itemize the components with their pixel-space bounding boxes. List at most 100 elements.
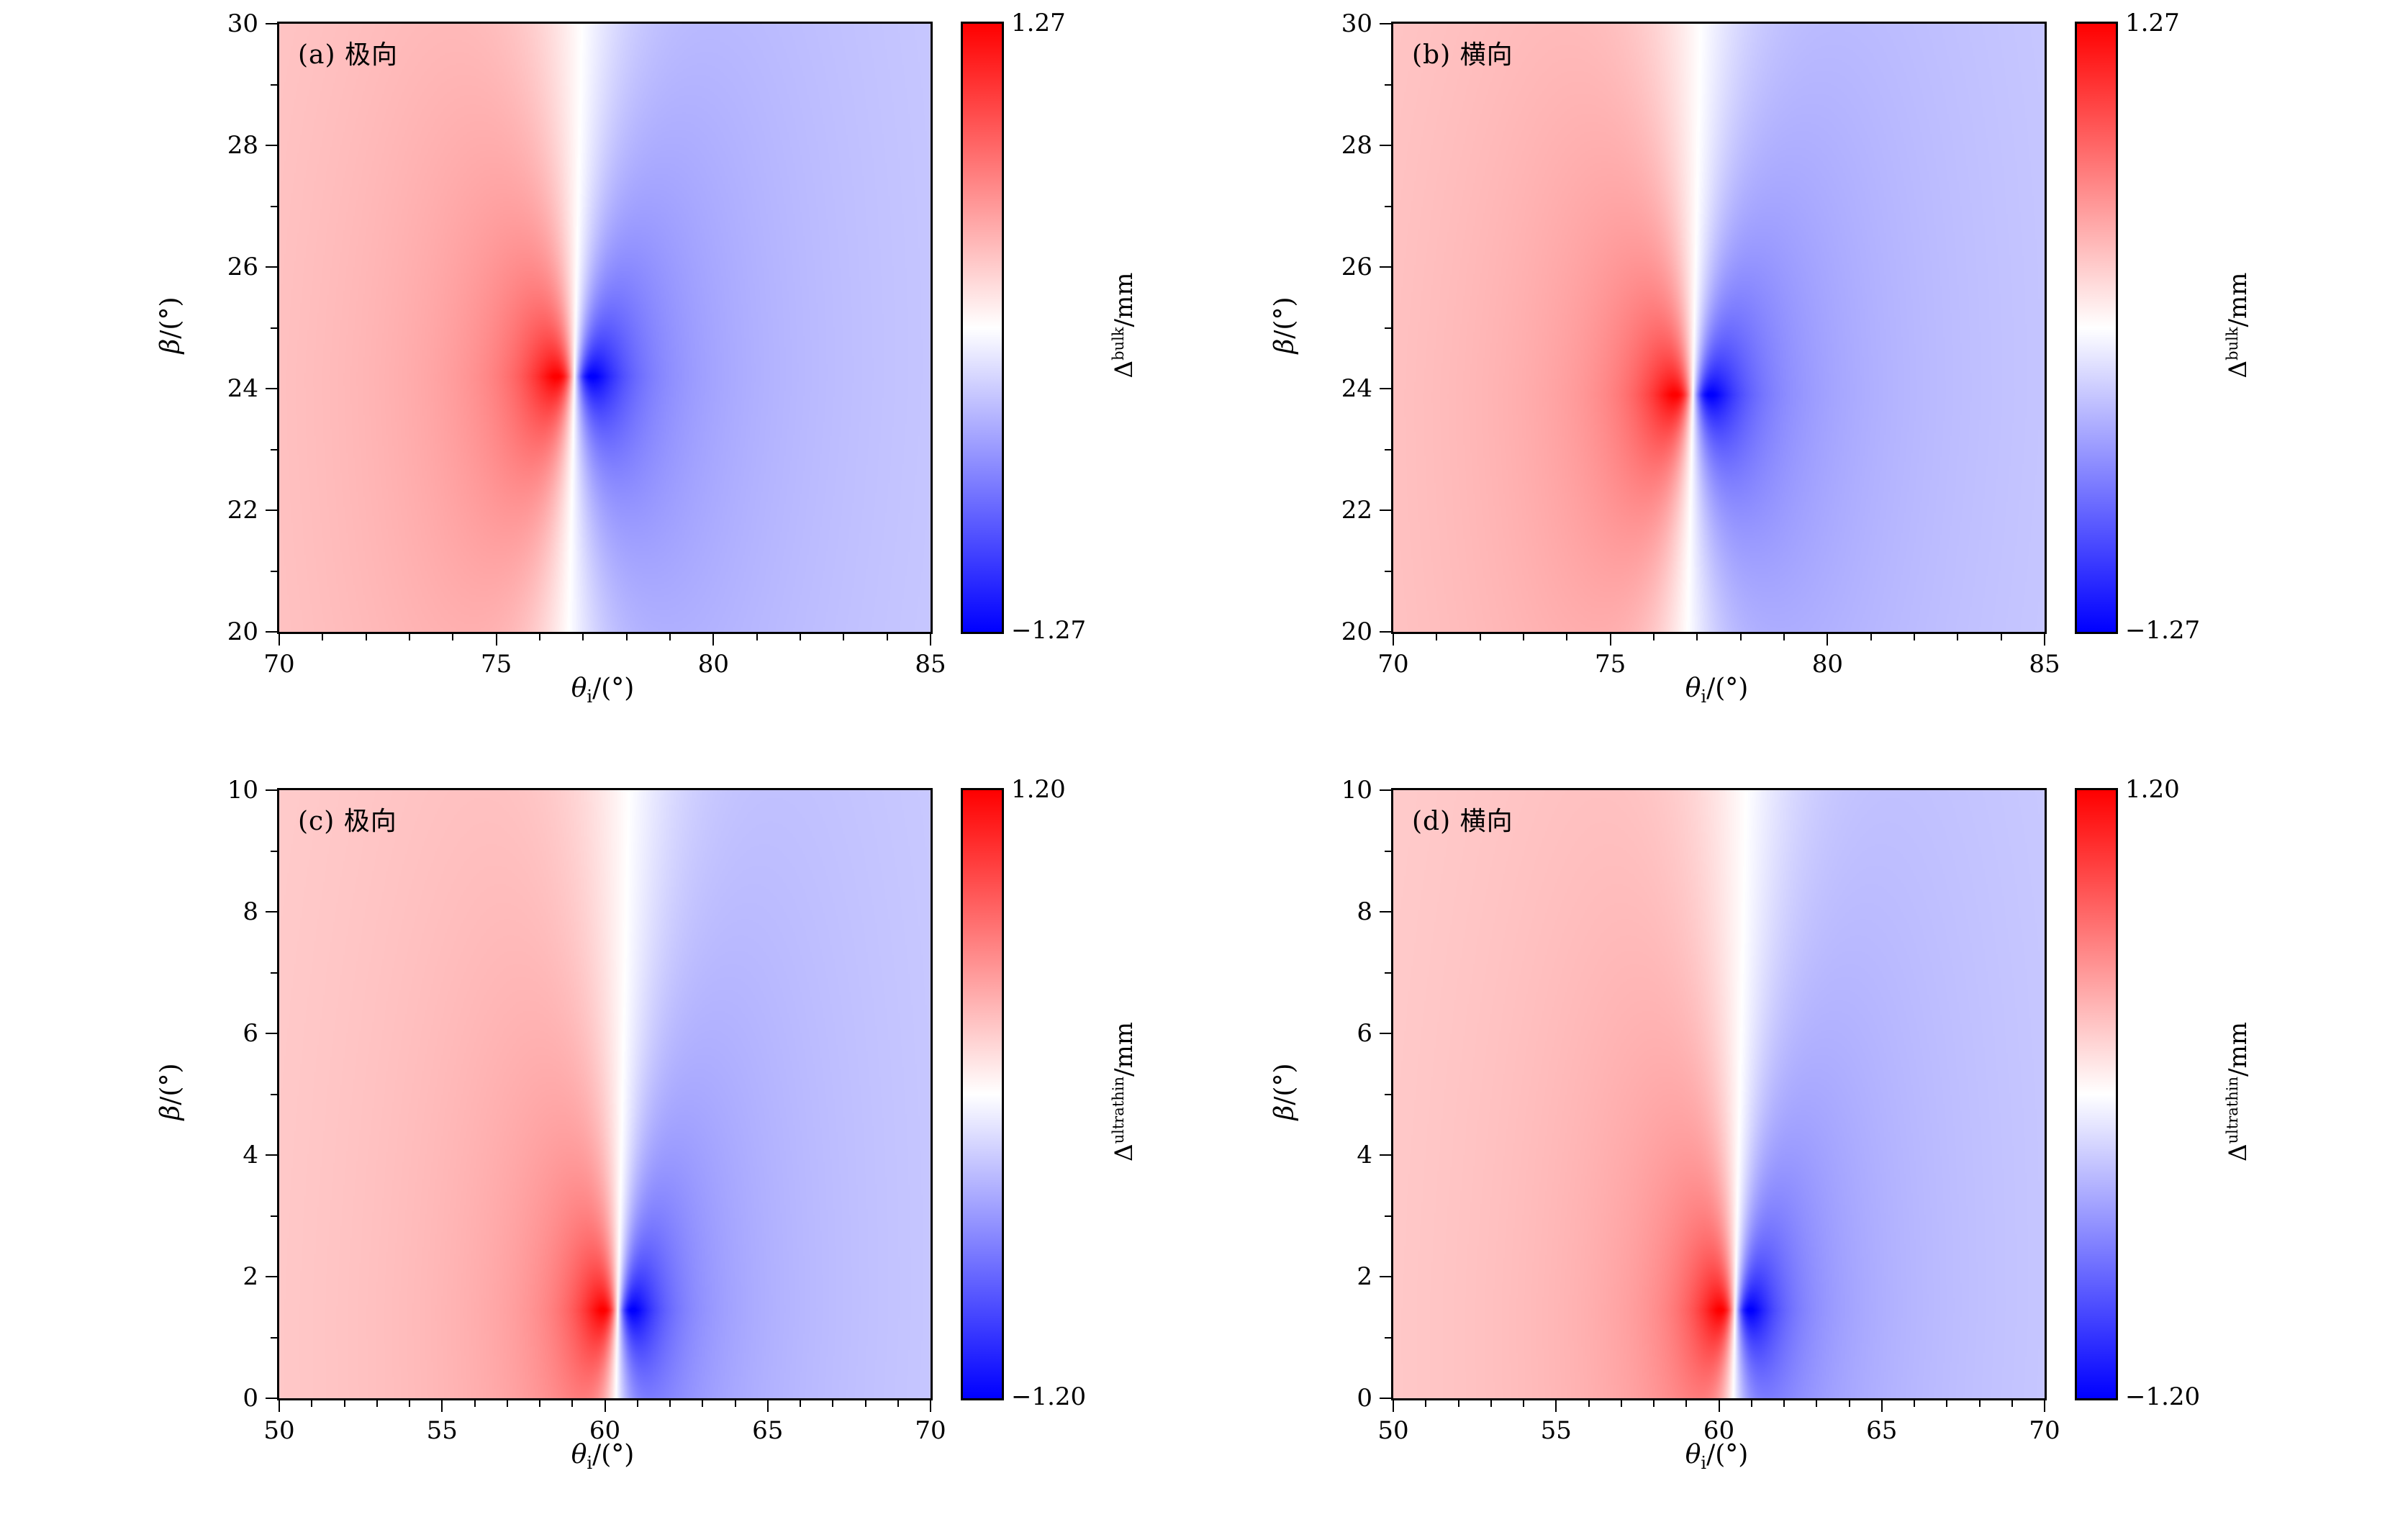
tick-label: 0 [1357,1384,1372,1413]
tick-mark [1880,1400,1883,1412]
tick-mark [506,1400,508,1407]
tick-mark [1380,145,1391,146]
tick-label: 55 [426,1416,458,1445]
tick-mark [1685,1400,1688,1407]
tick-label: 10 [1341,776,1372,805]
tick-mark [1914,1400,1915,1407]
colorbar-unit-rest: /mm [2224,272,2253,327]
tick-mark [2000,634,2002,640]
tick-mark [734,1400,736,1407]
tick-mark [1380,23,1391,24]
colorbar-max-label: 1.27 [1011,9,1066,37]
panel-label: (c) 极向 [298,807,397,836]
tick-mark [1848,1400,1850,1407]
tick-label: 75 [481,650,512,679]
colorbar [2075,788,2118,1400]
tick-mark [1380,510,1391,511]
tick-mark [1750,1400,1752,1407]
tick-mark [1914,634,1915,640]
heatmap-canvas [1393,24,2045,632]
tick-mark [800,634,801,640]
colorbar-unit-label: Δultrathin/mm [2224,1022,2253,1161]
x-axis-symbol: θ [1685,1440,1701,1470]
tick-mark [1783,634,1785,640]
tick-mark [832,1400,834,1407]
tick-label: 50 [263,1416,295,1445]
tick-mark [1380,1033,1391,1034]
colorbar [961,22,1004,634]
tick-label: 28 [227,131,258,160]
colorbar-max-label: 1.20 [2125,775,2180,804]
tick-mark [2044,634,2045,646]
x-axis-subscript: i [587,687,593,707]
tick-mark [322,634,324,640]
tick-mark [930,634,931,646]
tick-mark [1783,1400,1785,1407]
tick-mark [495,634,497,646]
y-axis-label: β/(°) [156,296,186,353]
tick-mark [669,634,671,640]
y-axis-unit: /(°) [1269,296,1300,339]
tick-mark [1479,634,1481,640]
tick-mark [1385,83,1391,86]
plot-area: (d) 横向 [1391,788,2047,1400]
tick-mark [271,83,277,86]
tick-mark [571,1400,574,1407]
tick-label: 24 [227,374,258,403]
y-axis-symbol: β [155,338,186,354]
tick-label: 85 [2029,650,2060,679]
tick-label: 80 [1811,650,1843,679]
axis-ticks: 70 75 80 85 20 22 24 26 28 30 [0,0,1204,751]
y-axis-label: β/(°) [1270,296,1300,353]
axis-ticks: 50 55 60 65 70 0 2 4 6 8 10 [0,766,1204,1517]
panel-c: (c) 极向 50 55 60 65 70 0 2 4 6 8 10 β/(°) θi/(°) 1.… [0,766,1204,1517]
tick-mark [1816,1400,1818,1407]
tick-mark [1978,1400,1981,1407]
tick-label: 70 [1377,650,1409,679]
tick-mark [279,1400,280,1412]
tick-label: 70 [2029,1416,2060,1445]
tick-mark [409,634,410,640]
tick-mark [1380,1398,1391,1399]
tick-mark [712,634,715,646]
panel-b: (b) 横向 70 75 80 85 20 22 24 26 28 30 β/(°) θi/(°)… [1114,0,2318,751]
tick-mark [1385,1336,1391,1339]
tick-mark [271,448,277,450]
tick-mark [1490,1400,1492,1407]
plot-area: (a) 极向 [277,22,933,634]
tick-mark [1588,1400,1590,1407]
tick-label: 75 [1595,650,1626,679]
tick-mark [1620,1400,1622,1407]
tick-mark [1385,205,1391,207]
tick-mark [1718,1400,1720,1412]
tick-mark [1457,1400,1459,1407]
tick-mark [1380,911,1391,913]
tick-label: 6 [1357,1019,1372,1048]
panel-d: (d) 横向 50 55 60 65 70 0 2 4 6 8 10 β/(°) θi/(°) 1.… [1114,766,2318,1517]
tick-mark [864,1400,866,1407]
tick-label: 30 [227,9,258,38]
tick-label: 10 [227,776,258,805]
tick-label: 2 [1357,1262,1372,1291]
tick-label: 8 [1357,897,1372,926]
x-axis-symbol: θ [1685,674,1701,703]
tick-mark [2044,1400,2045,1412]
tick-mark [1385,448,1391,450]
tick-mark [1425,1400,1427,1407]
tick-mark [1653,1400,1655,1407]
tick-mark [1380,388,1391,389]
x-axis-subscript: i [587,1453,593,1474]
tick-mark [800,1400,801,1407]
tick-label: 22 [227,496,258,525]
tick-label: 0 [243,1384,258,1413]
x-axis-subscript: i [1701,687,1707,707]
tick-label: 22 [1341,496,1372,525]
tick-mark [266,1154,277,1156]
tick-label: 26 [227,253,258,281]
colorbar [961,788,1004,1400]
tick-mark [625,634,628,640]
tick-mark [1380,631,1391,633]
x-axis-symbol: θ [571,674,587,703]
tick-label: 24 [1341,374,1372,403]
tick-mark [271,1215,277,1217]
